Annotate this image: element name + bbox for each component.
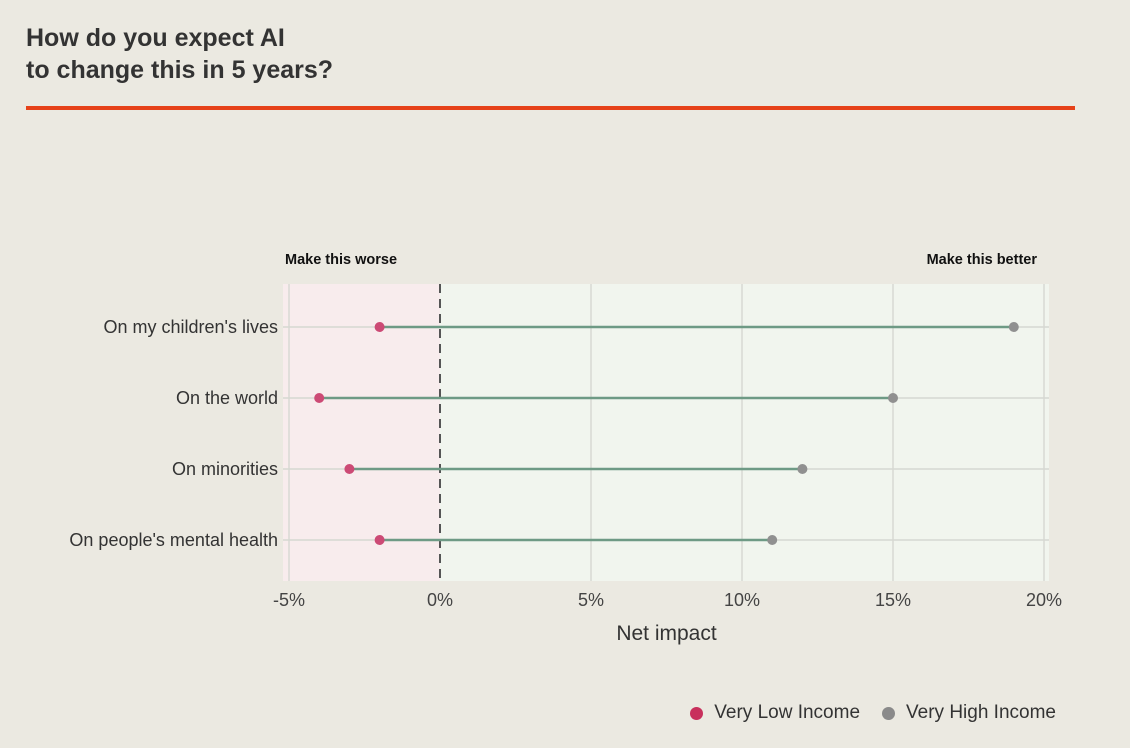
point-very-low-income xyxy=(314,393,325,403)
category-label: On people's mental health xyxy=(69,530,278,550)
zone-label-better: Make this better xyxy=(927,252,1038,268)
x-tick-label: 15% xyxy=(875,590,911,610)
chart-title-line-1: How do you expect AI xyxy=(26,24,285,52)
point-very-low-income xyxy=(374,535,385,545)
chart-title-line-2: to change this in 5 years? xyxy=(26,56,334,84)
point-very-low-income xyxy=(374,322,385,332)
chart-title: How do you expect AI to change this in 5… xyxy=(26,22,333,86)
title-underline-rule xyxy=(26,106,1075,110)
x-axis-title: Net impact xyxy=(616,622,717,645)
x-tick-label: 20% xyxy=(1026,590,1062,610)
dumbbell-chart: -5% 0% 5% 10% 15% 20% On my children's lives On… xyxy=(69,252,1062,645)
legend-label-high-income: Very High Income xyxy=(906,702,1056,723)
legend-dot-high-income xyxy=(882,706,896,720)
point-very-low-income xyxy=(344,464,355,474)
point-very-high-income xyxy=(1008,322,1019,332)
legend-item-low-income: Very Low Income xyxy=(690,702,860,724)
x-tick-label: 5% xyxy=(578,590,604,610)
x-tick-label: 0% xyxy=(427,590,453,610)
worse-zone-band xyxy=(283,284,440,581)
point-very-high-income xyxy=(767,535,778,545)
category-label: On my children's lives xyxy=(104,317,279,337)
legend: Very Low Income Very High Income xyxy=(668,702,1056,724)
category-label: On the world xyxy=(176,388,278,408)
point-very-high-income xyxy=(888,393,898,403)
point-very-high-income xyxy=(797,464,808,474)
legend-dot-low-income xyxy=(690,706,704,720)
x-tick-label: -5% xyxy=(273,590,305,610)
better-zone-band xyxy=(440,284,1049,581)
legend-item-high-income: Very High Income xyxy=(882,702,1056,724)
zone-label-worse: Make this worse xyxy=(285,252,397,268)
legend-label-low-income: Very Low Income xyxy=(714,702,861,723)
x-tick-label: 10% xyxy=(724,590,760,610)
category-label: On minorities xyxy=(172,459,278,479)
